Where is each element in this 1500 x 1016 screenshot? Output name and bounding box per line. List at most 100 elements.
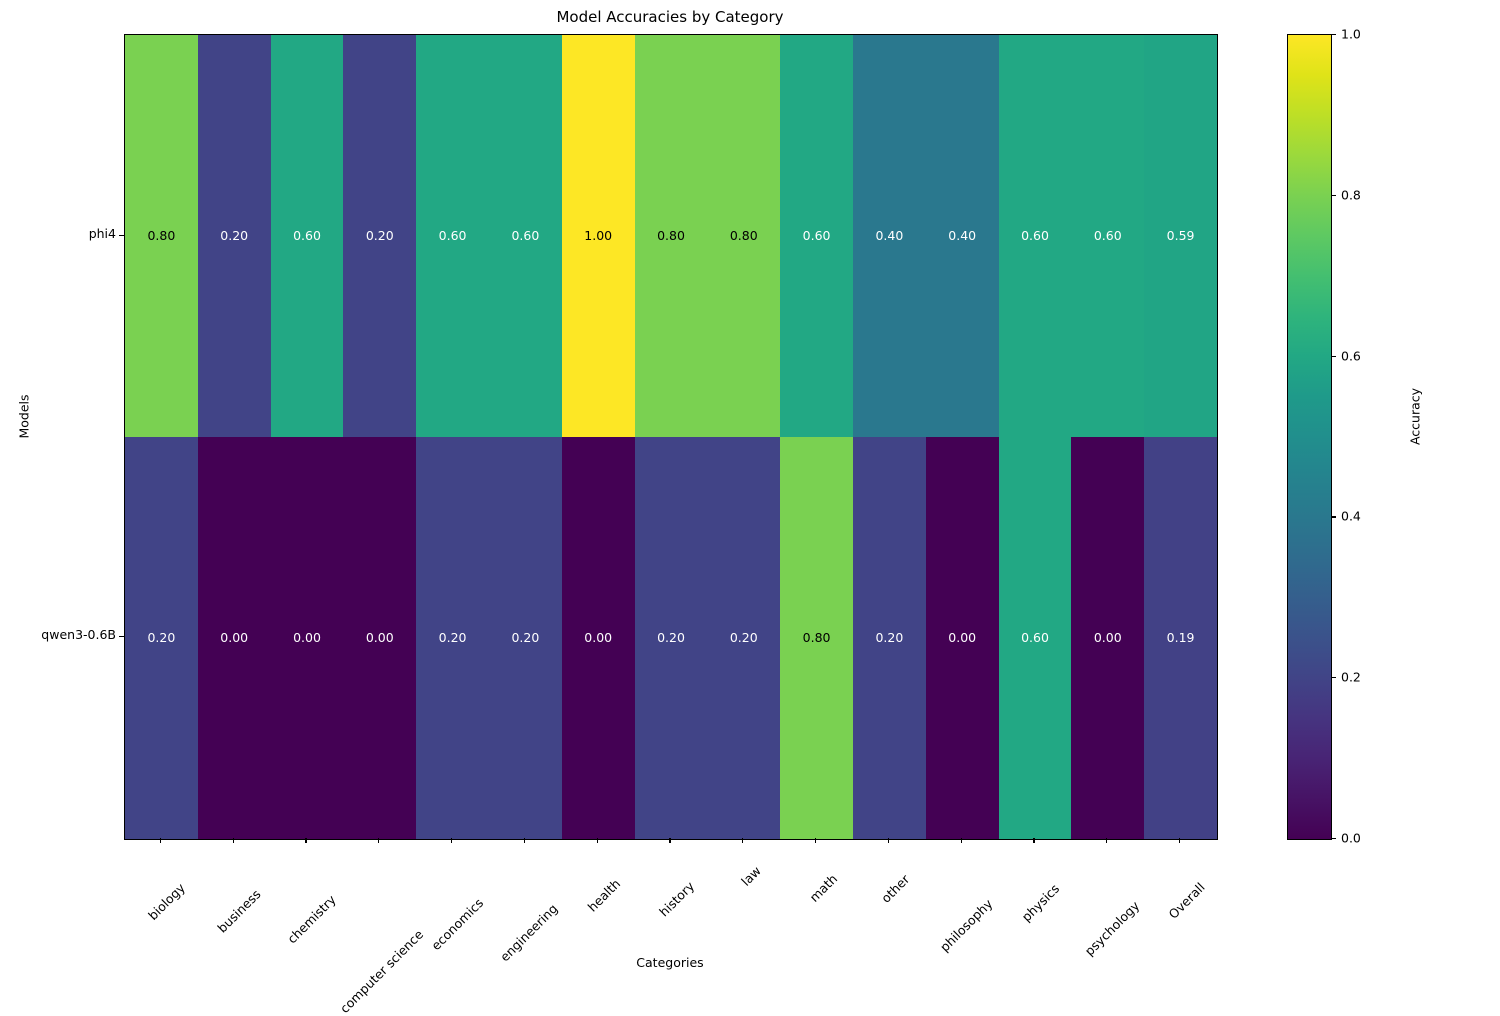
heatmap-cell-value: 0.60 [1021, 227, 1049, 243]
heatmap-cell: 0.20 [707, 437, 781, 839]
x-tick-mark [451, 838, 453, 843]
x-tick-mark [1106, 838, 1108, 843]
x-tick-mark [887, 838, 889, 843]
heatmap-cell-value: 0.00 [584, 629, 613, 645]
heatmap-cell-value: 0.80 [729, 227, 758, 243]
x-tick-label-text: computer science [336, 926, 427, 1016]
heatmap-cell: 0.60 [489, 35, 562, 437]
heatmap-cell-value: 1.00 [584, 227, 613, 243]
x-tick-label-text: law [737, 863, 764, 889]
colorbar-tick-label: 0.2 [1341, 669, 1361, 685]
heatmap-cell-value: 0.00 [948, 629, 977, 645]
x-tick-mark [1179, 838, 1181, 843]
x-tick-mark [596, 838, 598, 843]
y-axis-label: Models [16, 394, 32, 439]
heatmap-cell-value: 0.20 [365, 227, 394, 243]
x-tick-label-overall: Overall [1165, 848, 1239, 922]
colorbar-tick-label: 1.0 [1341, 26, 1361, 42]
colorbar-tick-mark [1331, 355, 1336, 357]
x-tick-label-law: law [738, 848, 779, 889]
x-tick-mark [669, 838, 671, 843]
x-tick-label-chemistry: chemistry [284, 848, 383, 947]
x-tick-mark [742, 838, 744, 843]
x-tick-label-biology: biology [146, 848, 221, 923]
x-tick-label-text: math [806, 871, 840, 905]
x-tick-mark [305, 838, 307, 843]
x-tick-mark [960, 838, 962, 843]
heatmap-cell: 0.00 [197, 437, 271, 839]
x-tick-label-business: business [215, 848, 302, 936]
heatmap-cell: 0.60 [416, 35, 489, 437]
x-tick-label-physics: physics [1019, 848, 1096, 925]
heatmap-cell-value: 0.20 [875, 629, 904, 645]
heatmap-cell: 0.20 [125, 437, 198, 839]
heatmap-cell-value: 0.80 [147, 227, 176, 243]
heatmap-cell: 0.80 [125, 35, 198, 437]
heatmap-cell-value: 0.60 [1021, 629, 1049, 645]
x-tick-label-text: history [656, 878, 698, 920]
heatmap-cell-value: 0.60 [511, 227, 540, 243]
heatmap-cell-value: 0.19 [1166, 629, 1195, 645]
x-tick-mark [523, 838, 525, 843]
x-tick-label-text: other [878, 871, 913, 906]
x-tick-mark [378, 838, 380, 843]
y-tick-label-phi4: phi4 [88, 226, 116, 241]
colorbar-gradient [1288, 35, 1331, 839]
y-tick-label-qwen3: qwen3-0.6B [41, 627, 116, 642]
heatmap-cell-value: 0.20 [511, 629, 540, 645]
heatmap-cell-value: 0.60 [802, 227, 831, 243]
x-tick-label-text: biology [145, 880, 189, 923]
y-tick-mark [119, 235, 124, 237]
x-tick-label-text: health [584, 875, 624, 915]
heatmap-plot-area: 0.80 0.20 0.60 0.20 0.60 0.60 1.00 0.80 0.80 0.60… [124, 34, 1218, 840]
heatmap-cell: 0.00 [561, 437, 635, 839]
heatmap-cell: 1.00 [561, 35, 635, 437]
heatmap-cell-value: 0.80 [657, 227, 685, 243]
colorbar-tick-mark [1331, 677, 1336, 679]
x-tick-label-other: other [879, 848, 936, 906]
heatmap-cell: 0.80 [780, 437, 853, 839]
heatmap-cell: 0.59 [1144, 35, 1217, 437]
heatmap-cell-value: 0.00 [365, 629, 394, 645]
heatmap-cell: 0.20 [343, 35, 417, 437]
heatmap-cell: 0.80 [707, 35, 781, 437]
x-tick-label-text: psychology [1081, 898, 1143, 959]
heatmap-cell: 0.20 [416, 437, 489, 839]
heatmap-cell: 0.20 [197, 35, 271, 437]
colorbar-tick-mark [1331, 194, 1336, 196]
x-tick-label-text: business [214, 886, 264, 936]
heatmap-cell: 0.00 [270, 437, 344, 839]
heatmap-cell: 0.80 [634, 35, 708, 437]
x-tick-mark [1033, 838, 1035, 843]
x-tick-label-text: chemistry [284, 891, 339, 947]
heatmap-cell: 0.20 [489, 437, 562, 839]
heatmap-cell-value: 0.20 [729, 629, 758, 645]
heatmap-cell: 0.40 [853, 35, 926, 437]
x-tick-label-text: physics [1018, 880, 1063, 925]
heatmap-cell-value: 0.60 [293, 227, 321, 243]
heatmap-grid: 0.80 0.20 0.60 0.20 0.60 0.60 1.00 0.80 0.80 0.60… [125, 35, 1217, 839]
x-tick-mark [232, 838, 234, 843]
heatmap-cell: 0.00 [343, 437, 417, 839]
colorbar-tick-mark [1331, 34, 1336, 36]
colorbar-tick-mark [1331, 838, 1336, 840]
colorbar-label: Accuracy [1407, 387, 1423, 446]
colorbar-tick-label: 0.0 [1341, 830, 1361, 846]
heatmap-cell-value: 0.80 [802, 629, 831, 645]
x-tick-mark [815, 838, 817, 843]
heatmap-cell-value: 0.20 [220, 227, 249, 243]
heatmap-cell: 0.20 [853, 437, 926, 839]
heatmap-cell: 0.60 [998, 437, 1072, 839]
heatmap-cell: 0.19 [1144, 437, 1217, 839]
x-tick-mark [159, 838, 161, 843]
heatmap-cell-value: 0.60 [438, 227, 467, 243]
x-tick-label-health: health [585, 848, 652, 915]
colorbar-tick-label: 0.8 [1341, 187, 1361, 203]
heatmap-cell: 0.20 [634, 437, 708, 839]
heatmap-cell-value: 0.40 [948, 227, 977, 243]
heatmap-cell: 0.60 [270, 35, 344, 437]
heatmap-cell: 0.00 [925, 437, 999, 839]
y-tick-mark [119, 636, 124, 638]
x-tick-label-text: Overall [1165, 879, 1208, 922]
